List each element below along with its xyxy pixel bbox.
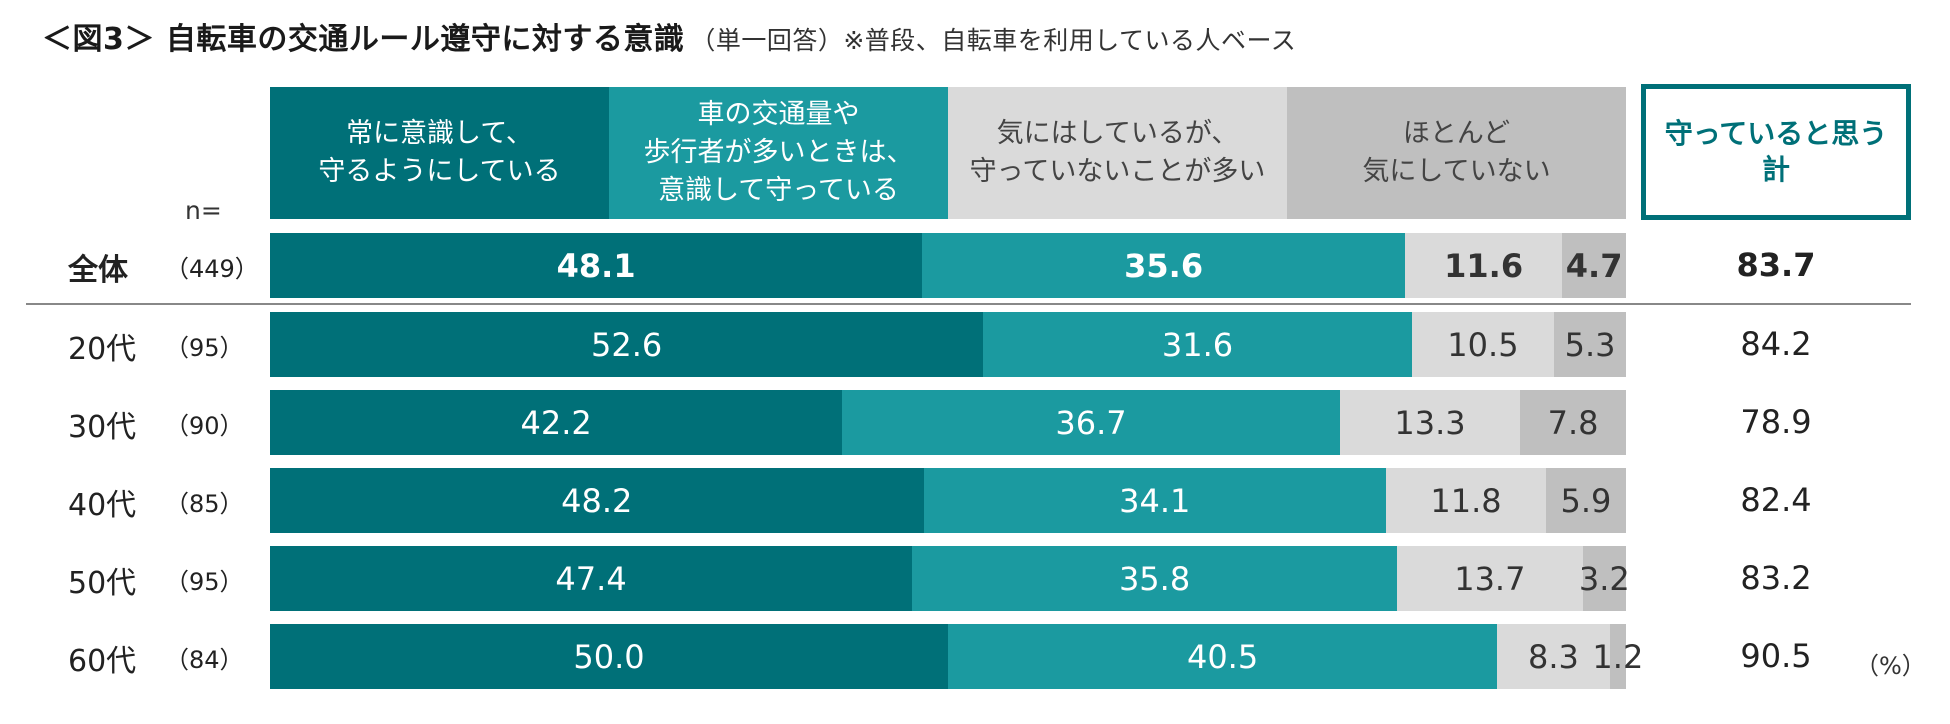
stacked-bar: 42.2 36.7 13.3 7.8 (270, 390, 1626, 455)
n-label: n= (185, 196, 222, 225)
category-label: 20代 (68, 332, 137, 367)
bar-segment: 8.3 (1497, 624, 1610, 689)
category-label: 30代 (68, 410, 137, 445)
total-value: 78.9 (1740, 403, 1812, 441)
total-divider-line (26, 303, 1911, 305)
bar-segment: 11.6 (1404, 233, 1563, 298)
category-label: 全体 (68, 253, 128, 288)
chart-note: ※普段、自転車を利用している人ベース (843, 26, 1297, 55)
category-label: 40代 (68, 488, 137, 523)
category-n: （90） (165, 412, 244, 440)
stacked-bar: 47.4 35.8 13.7 3.2 (270, 546, 1630, 611)
category-label: 50代 (68, 566, 137, 601)
bar-segment: 42.2 (270, 390, 843, 455)
bar-segment: 3.2 (1579, 546, 1630, 611)
bar-segment: 4.7 (1562, 233, 1626, 298)
bar-segment: 11.8 (1385, 468, 1546, 533)
bar-segment: 5.9 (1545, 468, 1626, 533)
bar-segment: 31.6 (983, 312, 1412, 377)
bar-segment: 48.1 (270, 233, 923, 298)
total-value: 83.2 (1740, 559, 1812, 597)
stacked-bar: 52.6 31.6 10.5 5.3 (270, 312, 1626, 377)
bar-segment: 34.1 (923, 468, 1386, 533)
bar-segment: 1.2 (1592, 624, 1643, 689)
stacked-bar: 48.2 34.1 11.8 5.9 (270, 468, 1626, 533)
stacked-bar: 50.0 40.5 8.3 1.2 (270, 624, 1643, 689)
bar-segment: 35.6 (922, 233, 1405, 298)
total-value: 84.2 (1740, 325, 1812, 363)
bar-segment: 35.8 (912, 546, 1398, 611)
category-n: （84） (165, 646, 244, 674)
category-n: （449） (165, 255, 259, 283)
bar-segment: 13.3 (1339, 390, 1521, 455)
total-value: 90.5 (1740, 637, 1812, 675)
category-label: 60代 (68, 644, 137, 679)
legend-header-3: 気にはしているが、 守っていないことが多い (948, 87, 1287, 219)
chart-title-main: ＜図3＞ 自転車の交通ルール遵守に対する意識 (42, 22, 685, 57)
bar-segment: 40.5 (948, 624, 1498, 689)
total-value: 83.7 (1736, 246, 1816, 284)
category-n: （85） (165, 490, 244, 518)
total-column-header: 守っていると思う 計 (1641, 84, 1911, 220)
bar-segment: 48.2 (270, 468, 924, 533)
bar-segment: 47.4 (270, 546, 913, 611)
legend-header-2: 車の交通量や 歩行者が多いときは、 意識して守っている (609, 87, 948, 219)
unit-label: （%） (1855, 652, 1926, 680)
bar-segment: 13.7 (1397, 546, 1583, 611)
chart-subtitle: （単一回答） (690, 26, 844, 55)
bar-segment: 10.5 (1411, 312, 1555, 377)
bar-segment: 7.8 (1520, 390, 1626, 455)
chart-title: ＜図3＞ 自転車の交通ルール遵守に対する意識 （単一回答）※普段、自転車を利用して… (42, 14, 1296, 58)
stacked-bar: 48.1 35.6 11.6 4.7 (270, 233, 1626, 298)
legend-header-1: 常に意識して、 守るようにしている (270, 87, 609, 219)
total-value: 82.4 (1740, 481, 1812, 519)
category-n: （95） (165, 568, 244, 596)
bar-segment: 50.0 (270, 624, 948, 689)
category-n: （95） (165, 334, 244, 362)
legend-header-4: ほとんど 気にしていない (1287, 87, 1626, 219)
bar-segment: 36.7 (842, 390, 1340, 455)
bar-segment: 5.3 (1554, 312, 1626, 377)
bar-segment: 52.6 (270, 312, 984, 377)
